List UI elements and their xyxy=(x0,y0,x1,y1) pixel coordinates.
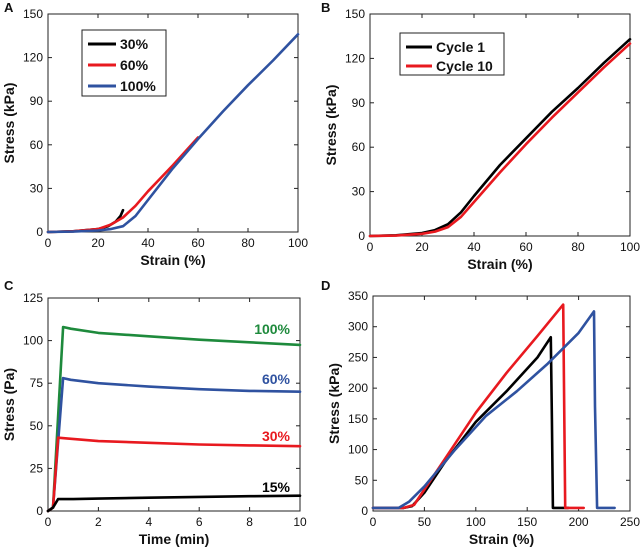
series-line-d-red xyxy=(371,303,586,510)
x-tick-label-b: 40 xyxy=(467,240,481,254)
x-tick-label-b: 100 xyxy=(620,240,640,254)
y-tick-label-d: 300 xyxy=(348,320,368,334)
y-tick-label-c: 75 xyxy=(30,376,44,390)
x-tick-label-c: 10 xyxy=(293,515,307,529)
x-tick-label-d: 50 xyxy=(418,515,432,529)
panel-label-d: D xyxy=(321,278,330,293)
x-tick-label-b: 20 xyxy=(415,240,429,254)
x-tick-label-d: 100 xyxy=(466,515,486,529)
x-tick-label-a: 100 xyxy=(288,236,308,250)
y-tick-label-b: 90 xyxy=(352,96,366,110)
y-tick-label-a: 60 xyxy=(30,138,44,152)
annotation-100pct: 100% xyxy=(254,321,290,337)
y-tick-label-b: 0 xyxy=(358,229,365,243)
x-tick-label-b: 60 xyxy=(519,240,533,254)
legend-label-b: Cycle 10 xyxy=(436,58,493,74)
x-tick-label-d: 200 xyxy=(569,515,589,529)
panel-label-a: A xyxy=(4,0,14,15)
y-tick-label-d: 350 xyxy=(348,289,368,303)
series-line-a-100 xyxy=(46,32,300,234)
plot-frame-c xyxy=(47,297,301,512)
x-tick-label-d: 150 xyxy=(517,515,537,529)
y-tick-label-d: 250 xyxy=(348,350,368,364)
y-axis-label-a: Stress (kPa) xyxy=(1,83,17,164)
legend-label-a: 100% xyxy=(120,78,156,94)
panel-label-b: B xyxy=(321,0,330,15)
y-axis-label-d: Stress (kPa) xyxy=(326,363,342,444)
y-tick-label-c: 125 xyxy=(23,291,43,305)
x-tick-label-a: 0 xyxy=(45,236,52,250)
panel-label-c: C xyxy=(4,278,14,293)
series-line-c-15 xyxy=(46,494,302,513)
y-tick-label-a: 90 xyxy=(30,94,44,108)
y-tick-label-c: 0 xyxy=(36,504,43,518)
x-tick-label-c: 4 xyxy=(145,515,152,529)
plot-frame-b xyxy=(369,13,631,237)
series-line-b-cycle10 xyxy=(368,42,632,238)
y-tick-label-b: 120 xyxy=(345,51,365,65)
series-line-d-blue xyxy=(371,310,616,510)
legend-label-a: 30% xyxy=(120,36,149,52)
x-tick-label-b: 0 xyxy=(367,240,374,254)
y-tick-label-c: 25 xyxy=(30,461,44,475)
annotation-30pct: 30% xyxy=(262,428,291,444)
y-tick-label-a: 150 xyxy=(23,7,43,21)
annotation-60pct: 60% xyxy=(262,371,291,387)
x-tick-label-c: 0 xyxy=(45,515,52,529)
y-tick-label-a: 30 xyxy=(30,181,44,195)
legend-box-b xyxy=(399,32,505,76)
x-tick-label-d: 250 xyxy=(620,515,640,529)
x-axis-label-a: Strain (%) xyxy=(140,252,205,268)
y-tick-label-c: 50 xyxy=(30,419,44,433)
y-tick-label-d: 200 xyxy=(348,381,368,395)
legend-label-a: 60% xyxy=(120,57,149,73)
x-axis-label-d: Strain (%) xyxy=(469,531,534,547)
x-tick-label-d: 0 xyxy=(370,515,377,529)
y-tick-label-c: 100 xyxy=(23,334,43,348)
legend-label-b: Cycle 1 xyxy=(436,39,485,55)
x-tick-label-a: 80 xyxy=(241,236,255,250)
x-tick-label-b: 80 xyxy=(571,240,585,254)
y-axis-label-b: Stress (kPa) xyxy=(323,85,339,166)
x-tick-label-a: 20 xyxy=(91,236,105,250)
plot-frame-a xyxy=(47,13,299,233)
x-axis-label-b: Strain (%) xyxy=(467,256,532,272)
x-axis-label-c: Time (min) xyxy=(139,531,210,547)
plot-frame-d xyxy=(372,295,631,512)
y-axis-label-c: Stress (Pa) xyxy=(1,368,17,441)
y-tick-label-d: 50 xyxy=(355,473,369,487)
y-tick-label-b: 150 xyxy=(345,7,365,21)
y-tick-label-d: 0 xyxy=(361,504,368,518)
y-tick-label-a: 0 xyxy=(36,225,43,239)
x-tick-label-c: 2 xyxy=(95,515,102,529)
x-tick-label-c: 6 xyxy=(196,515,203,529)
series-line-c-30 xyxy=(46,436,302,513)
y-tick-label-a: 120 xyxy=(23,51,43,65)
y-tick-label-b: 60 xyxy=(352,140,366,154)
annotation-15pct: 15% xyxy=(262,479,291,495)
x-tick-label-c: 8 xyxy=(246,515,253,529)
y-tick-label-d: 100 xyxy=(348,443,368,457)
series-line-a-60 xyxy=(46,136,200,234)
y-tick-label-b: 30 xyxy=(352,185,366,199)
x-tick-label-a: 60 xyxy=(191,236,205,250)
y-tick-label-d: 150 xyxy=(348,412,368,426)
x-tick-label-a: 40 xyxy=(141,236,155,250)
